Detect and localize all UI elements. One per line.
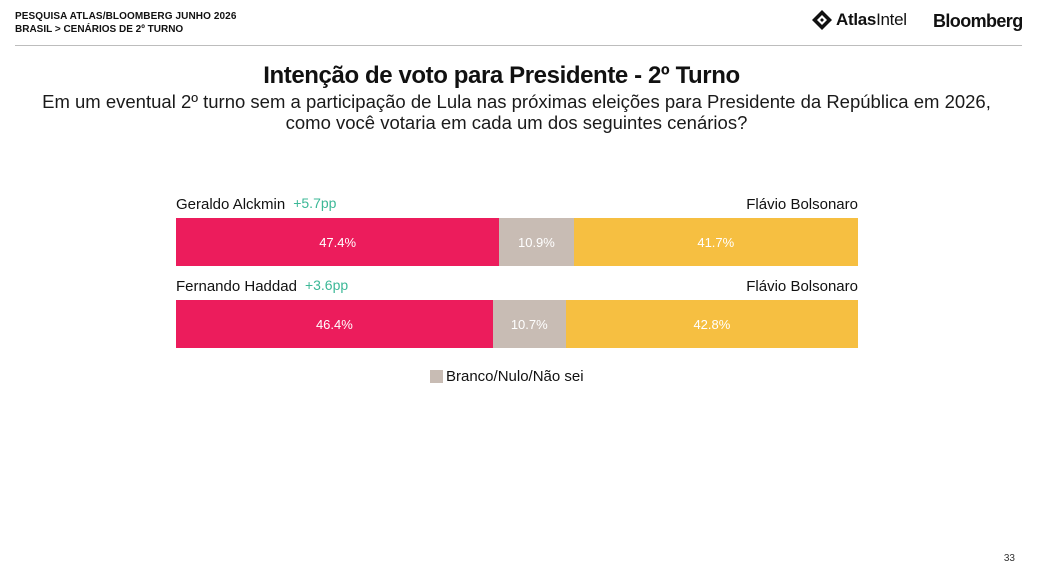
data-label: 10.7% (510, 316, 548, 332)
page-number: 33 (1003, 553, 1015, 564)
row-right-label: Flávio Bolsonaro (746, 278, 858, 295)
chart-title: Intenção de voto para Presidente - 2º Tu… (263, 62, 740, 89)
bar-segment-left-candidate: 47.4% (176, 218, 500, 266)
bar-segment-left-candidate: 46.4% (176, 300, 493, 348)
lead-margin-label: +3.6pp (304, 277, 349, 293)
data-label: 41.7% (697, 234, 735, 250)
row-left-label: Fernando Haddad (176, 278, 297, 295)
bar-segment-right-candidate: 42.8% (565, 300, 858, 348)
survey-title: PESQUISA ATLAS/BLOOMBERG JUNHO 2026 (15, 11, 237, 22)
bloomberg-logo: Bloomberg (933, 11, 1023, 31)
atlasintel-logo-icon (812, 10, 832, 30)
chart-subtitle: Em um eventual 2º turno sem a participaç… (42, 91, 991, 133)
row-left-label: Geraldo Alckmin (176, 196, 286, 213)
logo-atlas-text: Atlas (836, 10, 877, 29)
data-label: 46.4% (315, 316, 353, 332)
atlasintel-logo: AtlasIntel (812, 10, 907, 30)
legend: Branco/Nulo/Não sei (430, 368, 584, 385)
data-label: 10.9% (517, 234, 555, 250)
bar-segment-blank-null: 10.7% (492, 300, 566, 348)
data-label: 47.4% (319, 234, 357, 250)
bar-segment-blank-null: 10.9% (499, 218, 574, 266)
header-divider (15, 45, 1022, 46)
logo-intel-text: Intel (876, 10, 907, 29)
row-right-label: Flávio Bolsonaro (746, 196, 858, 213)
legend-label: Branco/Nulo/Não sei (446, 368, 584, 385)
bar-segment-right-candidate: 41.7% (573, 218, 858, 266)
legend-swatch-blank-null (430, 370, 443, 383)
lead-margin-label: +5.7pp (293, 195, 337, 211)
data-label: 42.8% (693, 316, 731, 332)
breadcrumb: BRASIL > CENÁRIOS DE 2º TURNO (15, 24, 184, 35)
